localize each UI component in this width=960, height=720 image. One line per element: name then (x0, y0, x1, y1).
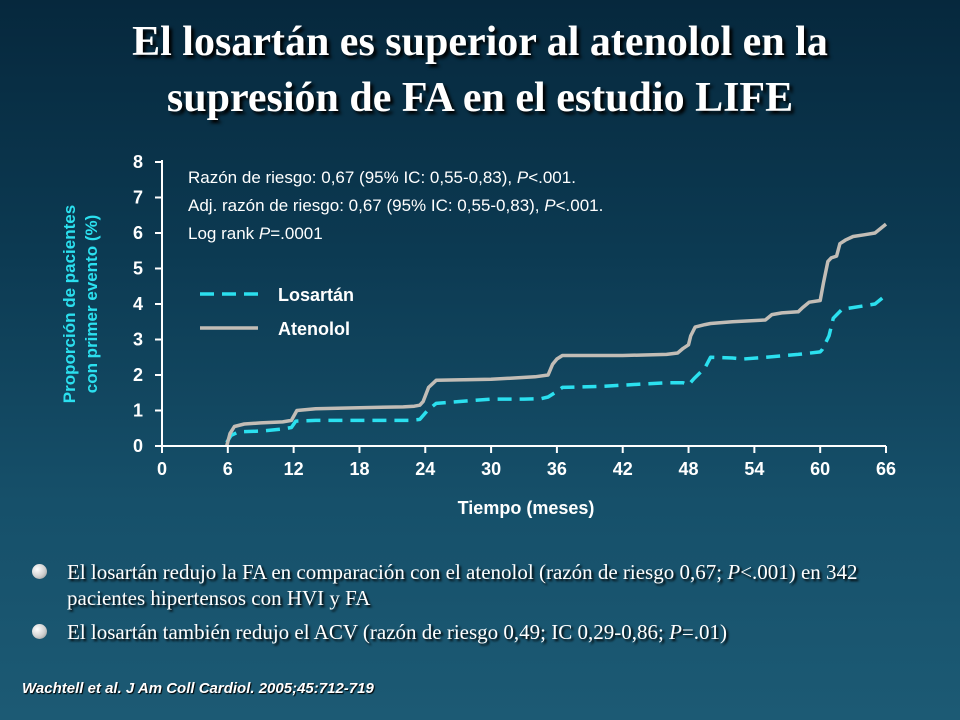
bullet-text: P (669, 620, 682, 644)
x-tick-label: 6 (223, 459, 233, 479)
x-tick-label: 66 (876, 459, 896, 479)
x-tick-label: 36 (547, 459, 567, 479)
annotation-line: Razón de riesgo: 0,67 (95% IC: 0,55-0,83… (188, 168, 576, 187)
x-axis-label: Tiempo (meses) (458, 498, 595, 518)
slide-title-line-1: El losartán es superior al atenolol en l… (132, 19, 828, 65)
bullet-item: El losartán también redujo el ACV (razón… (32, 619, 932, 645)
series-line-losartan (225, 293, 888, 444)
x-tick-label: 0 (157, 459, 167, 479)
y-tick-label: 8 (133, 152, 143, 172)
y-axis-title: Proporción de pacientes con primer evento… (60, 205, 101, 403)
y-tick-label: 4 (133, 294, 143, 314)
chart-series (225, 222, 888, 447)
x-tick-label: 24 (415, 459, 435, 479)
x-tick-label: 18 (349, 459, 369, 479)
y-tick-label: 5 (133, 259, 143, 279)
x-tick-label: 42 (613, 459, 633, 479)
y-tick-label: 0 (133, 436, 143, 456)
annotation-line: Log rank P=.0001 (188, 224, 323, 243)
bullet-item: El losartán redujo la FA en comparación … (32, 559, 932, 611)
bullet-list: El losartán redujo la FA en comparación … (32, 559, 932, 653)
bullet-text: El losartán también redujo el ACV (razón… (67, 620, 670, 644)
legend-label: Losartán (278, 285, 354, 305)
kaplan-meier-chart: Razón de riesgo: 0,67 (95% IC: 0,55-0,83… (60, 152, 896, 518)
x-tick-label: 60 (810, 459, 830, 479)
x-tick-label: 12 (284, 459, 304, 479)
y-tick-label: 3 (133, 330, 143, 350)
bullet-text: <.001) en 342 pacientes hipertensos con … (67, 560, 858, 610)
y-tick-label: 1 (133, 401, 143, 421)
chart-legend: Losartán Atenolol (200, 285, 354, 339)
y-tick-label: 2 (133, 365, 143, 385)
bullet-text: P (727, 560, 741, 584)
x-tick-label: 48 (679, 459, 699, 479)
y-tick-label: 7 (133, 188, 143, 208)
chart-annotations: Razón de riesgo: 0,67 (95% IC: 0,55-0,83… (188, 168, 603, 243)
x-tick-label: 54 (744, 459, 764, 479)
x-tick-label: 30 (481, 459, 501, 479)
series-line-atenolol (225, 222, 888, 447)
slide-title: El losartán es superior al atenolol en l… (0, 14, 960, 126)
bullet-text: =.01) (681, 620, 727, 644)
citation: Wachtell et al. J Am Coll Cardiol. 2005;… (22, 680, 374, 697)
bullet-dot-icon (32, 564, 47, 579)
y-tick-label: 6 (133, 223, 143, 243)
slide-title-line-2: supresión de FA en el estudio LIFE (166, 75, 794, 121)
bullet-dot-icon (32, 624, 47, 639)
bullet-text: El losartán redujo la FA en comparación … (67, 560, 728, 584)
y-axis-label: Proporción de pacientes con primer evento… (60, 205, 101, 403)
legend-label: Atenolol (278, 319, 350, 339)
annotation-line: Adj. razón de riesgo: 0,67 (95% IC: 0,55… (188, 196, 603, 215)
